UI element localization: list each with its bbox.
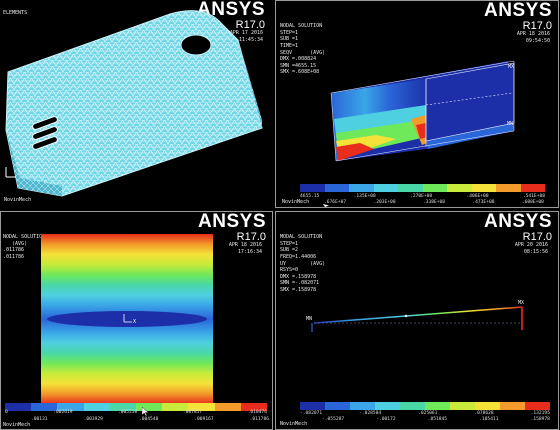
footer-label: NovinMech [280,421,308,427]
legend-swatch [324,184,349,192]
viewport-nodal-solution[interactable]: NODAL SOLUTION (AVG) .011786.011786 ANSYS… [0,211,273,430]
contour-legend-bar [300,184,545,192]
legend-swatch [31,403,58,411]
legend-swatch [471,184,496,192]
legend-swatch [496,184,521,192]
coordinate-triad-icon: X [122,312,138,324]
legend-bottom-labels: -.055287 -.00172.051845.105411.158978 [322,417,550,422]
node-mn-marker: MN [306,316,313,322]
contour-legend-bar [5,403,268,411]
mouse-cursor-icon [142,407,149,416]
legend-swatch [520,184,545,192]
plot-date: APR 18 2016 [516,31,550,37]
plate-contour-model [41,234,213,404]
legend-swatch [375,402,400,410]
legend-swatch [5,403,32,411]
legend-swatch [300,184,325,192]
plot-date: APR 20 2016 [514,242,548,248]
contour-legend-bar [300,402,550,410]
beam-mode-shape [311,306,523,332]
plot-time: 09:54:50 [525,38,550,44]
legend-top-labels: 4655.15.135E+08.270E+08.406E+08.541E+08 [300,194,545,199]
mesh-model [5,10,263,197]
legend-swatch [214,403,241,411]
legend-swatch [188,403,215,411]
legend-swatch [162,403,189,411]
ansys-logo: ANSYS R17.0 [484,1,552,32]
node-mx-marker: MX [508,64,515,70]
legend-swatch [325,402,350,410]
legend-swatch [240,403,268,411]
ansys-logo: ANSYS R17.0 [198,212,266,243]
legend-swatch [447,184,472,192]
ansys-logo: ANSYS R17.0 [197,0,265,31]
plot-time: 11:45:34 [238,37,263,43]
legend-swatch [500,402,525,410]
legend-swatch [349,184,374,192]
legend-swatch [57,403,84,411]
viewport-modal-solution[interactable]: MODAL SOLUTION STEP=1 SUB =2 FREQ=1.44006 UY… [275,211,559,430]
ansys-logo: ANSYS R17.0 [484,212,552,243]
legend-swatch [350,402,375,410]
legend-top-labels: 0.002619.005238.007857.010476 [5,410,267,415]
legend-bottom-labels: .676E+07.203E+08.338E+08.473E+08.608E+08 [324,200,544,205]
legend-swatch [300,402,325,410]
footer-label: NovinMech [282,199,310,205]
legend-swatch [450,402,475,410]
legend-swatch [373,184,398,192]
legend-bottom-labels: .00131.003929.004548.009167.011786 [31,417,269,422]
footer-label: NovinMech [4,197,32,203]
legend-swatch [525,402,550,410]
plot-date: APR 18 2016 [228,242,262,248]
legend-swatch [425,402,450,410]
mouse-cursor-icon [323,204,329,207]
solution-info: NODAL SOLUTION STEP=1 SUB =1 TIME=1 SEQV (AV… [280,23,326,76]
legend-swatch [422,184,447,192]
legend-swatch [398,184,423,192]
plot-time: 08:15:56 [523,249,548,255]
solution-info: NODAL SOLUTION (AVG) .011786.011786 [3,234,46,260]
legend-swatch [136,403,163,411]
legend-swatch [475,402,500,410]
viewport-elements[interactable]: ELEMENTS ANSYS R17.0 APR 17 2016 11:45:3… [0,0,271,206]
footer-label: NovinMech [3,422,31,428]
legend-swatch [400,402,425,410]
legend-swatch [83,403,110,411]
viewport-nodal-solution-seqv[interactable]: NODAL SOLUTION STEP=1 SUB =1 TIME=1 SEQV (AV… [275,0,559,208]
plot-date: APR 17 2016 [229,30,263,36]
plot-label: ELEMENTS [3,10,28,16]
plot-time: 17:16:34 [237,249,262,255]
legend-top-labels: -.082071 -.028504.025061.078628.132195 [300,411,550,416]
legend-swatch [109,403,137,411]
svg-text:X: X [133,319,136,324]
node-mx-marker: MX [518,300,525,306]
solution-info: MODAL SOLUTION STEP=1 SUB =2 FREQ=1.44006 UY… [280,234,326,293]
coordinate-triad-icon [4,165,18,179]
stress-contour-model [330,60,515,162]
node-mn-marker: MN [507,121,514,127]
